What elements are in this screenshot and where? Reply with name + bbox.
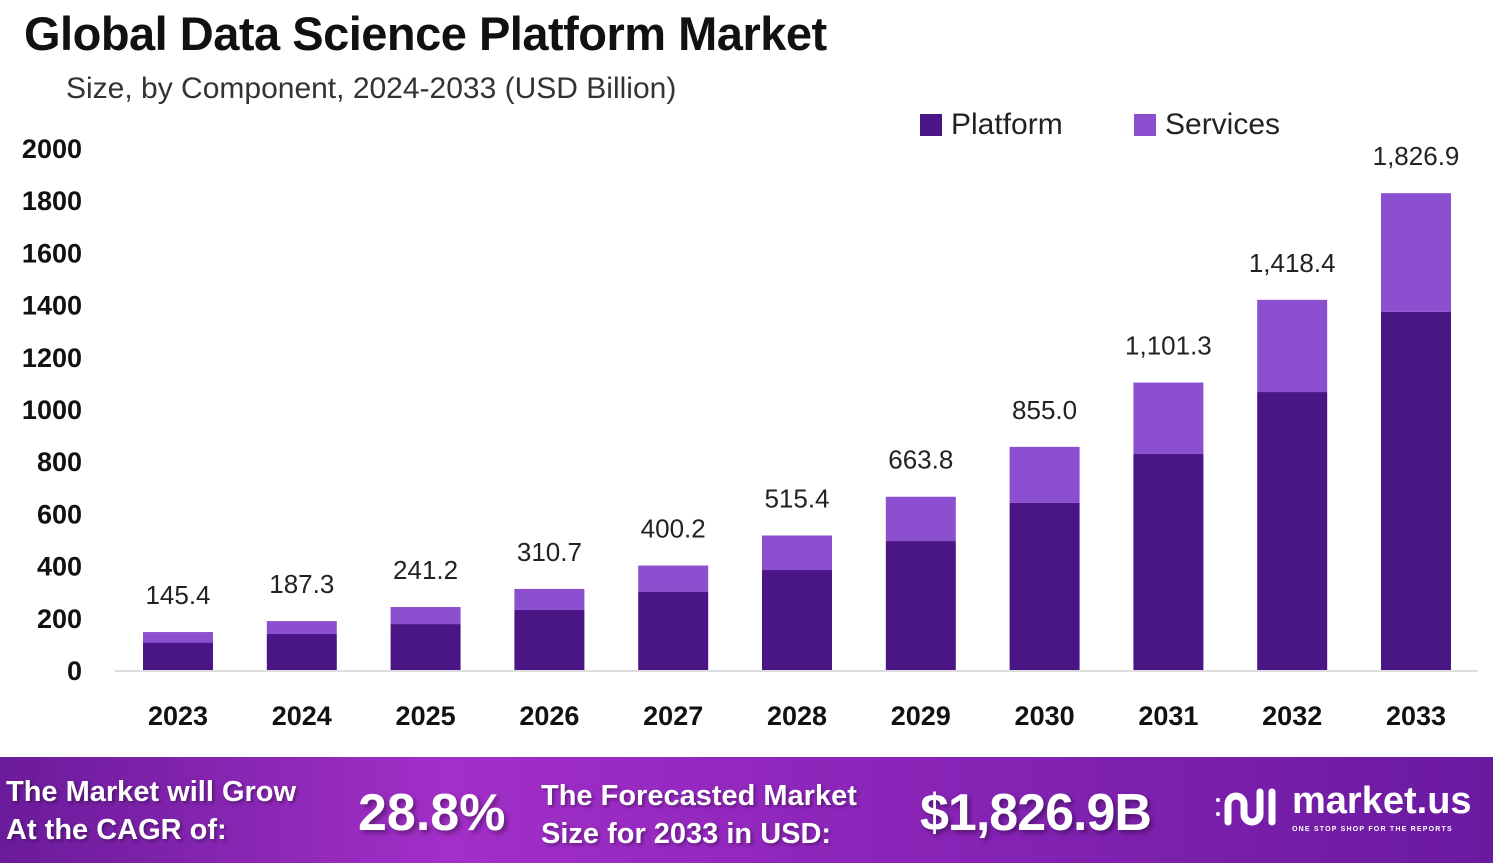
bar-platform-2032 [1257,392,1328,670]
legend-label-platform: Platform [951,108,1063,141]
x-tick-label: 2030 [1015,701,1075,731]
bar-services-2026 [514,588,585,610]
chart-title: Global Data Science Platform Market [24,7,827,60]
y-tick-label: 1200 [22,343,82,373]
forecast-value: $1,826.9B [920,784,1152,842]
x-tick-label: 2033 [1386,701,1446,731]
bar-platform-2023 [143,642,213,670]
y-tick-label: 1000 [22,395,82,425]
forecast-label-line2: Size for 2033 in USD: [541,818,832,850]
y-tick-label: 1400 [22,291,82,321]
x-tick-label: 2024 [272,701,332,731]
bar-services-2030 [1009,446,1080,503]
y-tick-label: 0 [67,656,82,686]
bar-services-2033 [1381,193,1451,312]
bar-services-2025 [390,607,461,625]
x-tick-label: 2027 [643,701,703,731]
bar-services-2032 [1257,299,1328,393]
bar-services-2024 [266,621,337,634]
cagr-label: The Market will Grow At the CAGR of: [6,773,296,849]
stacked-bar-chart: 0 200 400 600 800 1000 1200 1400 1600 1800 2000 145… [22,108,1478,731]
legend-swatch-services [1134,114,1156,136]
bar-platform-2029 [885,541,956,670]
bar-platform-2025 [390,624,461,670]
data-label-2028: 515.4 [764,483,829,513]
x-tick-label: 2025 [396,701,456,731]
x-tick-label: 2032 [1262,701,1322,731]
x-tick-label: 2031 [1138,701,1198,731]
bar-services-2023 [143,632,213,643]
cagr-label-line1: The Market will Grow [6,776,297,808]
x-tick-label: 2029 [891,701,951,731]
market-us-logo-icon [1216,788,1276,826]
data-label-2023: 145.4 [145,580,210,610]
data-label-2024: 187.3 [269,569,334,599]
cagr-value: 28.8% [358,784,506,842]
forecast-label: The Forecasted Market Size for 2033 in U… [541,777,857,853]
y-tick-label: 200 [37,604,82,634]
bar-platform-2024 [266,633,337,670]
y-tick-label: 400 [37,552,82,582]
data-label-2032: 1,418.4 [1249,248,1336,278]
forecast-label-line1: The Forecasted Market [541,780,857,812]
bar-services-2029 [885,496,956,542]
x-tick-label: 2026 [519,701,579,731]
chart-subtitle: Size, by Component, 2024-2033 (USD Billi… [66,72,677,105]
y-tick-label: 800 [37,447,82,477]
x-tick-label: 2028 [767,701,827,731]
bar-services-2027 [638,565,709,592]
bar-services-2031 [1133,382,1204,454]
data-label-2031: 1,101.3 [1125,331,1212,361]
data-label-2029: 663.8 [888,445,953,475]
y-tick-label: 1600 [22,238,82,268]
data-label-2027: 400.2 [641,514,706,544]
data-label-2033: 1,826.9 [1373,141,1460,171]
bar-platform-2027 [638,591,709,670]
bar-platform-2033 [1381,311,1451,670]
y-tick-label: 600 [37,499,82,529]
brand-tagline: ONE STOP SHOP FOR THE REPORTS [1292,826,1453,833]
bar-platform-2031 [1133,453,1204,670]
bar-platform-2026 [514,609,585,670]
brand-logo: market.us ONE STOP SHOP FOR THE REPORTS [1212,779,1472,835]
cagr-label-line2: At the CAGR of: [6,814,227,846]
bar-platform-2030 [1009,502,1080,670]
legend-swatch-platform [920,114,942,136]
x-tick-label: 2023 [148,701,208,731]
y-tick-label: 1800 [22,186,82,216]
data-label-2026: 310.7 [517,537,582,567]
footer-banner: The Market will Grow At the CAGR of: 28.… [0,757,1493,863]
data-label-2030: 855.0 [1012,395,1077,425]
legend-label-services: Services [1165,108,1280,141]
y-tick-label: 2000 [22,134,82,164]
data-label-2025: 241.2 [393,555,458,585]
bar-platform-2028 [762,570,832,670]
bar-services-2028 [762,535,832,571]
brand-name: market.us [1292,780,1472,822]
